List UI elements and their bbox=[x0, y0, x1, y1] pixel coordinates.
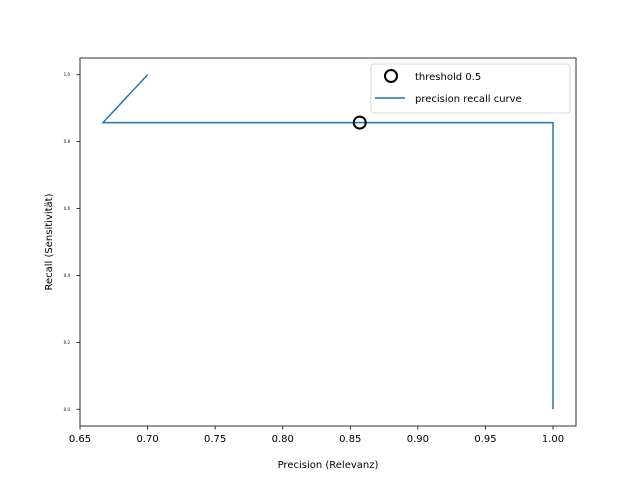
y-tick-label: 0.6 bbox=[64, 206, 71, 211]
y-axis-ticks: 0.0 0.2 0.4 0.6 0.8 1.0 bbox=[64, 72, 80, 412]
legend-threshold-label: threshold 0.5 bbox=[415, 72, 481, 83]
x-axis-label: Precision (Relevanz) bbox=[278, 460, 379, 471]
plot-frame bbox=[79, 57, 577, 427]
y-tick-label: 0.0 bbox=[64, 407, 71, 412]
y-tick-label: 1.0 bbox=[64, 72, 71, 77]
x-tick-label: 0.95 bbox=[474, 434, 496, 445]
x-tick-label: 1.00 bbox=[542, 434, 564, 445]
series-layer bbox=[101, 74, 554, 410]
precision-recall-curve-line bbox=[101, 74, 554, 410]
x-tick-label: 0.70 bbox=[136, 434, 158, 445]
legend-frame bbox=[370, 63, 571, 114]
legend-curve-label: precision recall curve bbox=[415, 94, 522, 105]
y-tick-label: 0.4 bbox=[64, 273, 71, 278]
x-tick-label: 0.80 bbox=[272, 434, 294, 445]
x-tick-label: 0.65 bbox=[69, 434, 91, 445]
legend: threshold 0.5 precision recall curve bbox=[370, 63, 571, 114]
marker-layer bbox=[352, 115, 367, 130]
y-axis-label: Recall (Sensitivität) bbox=[44, 193, 55, 290]
x-tick-label: 0.75 bbox=[204, 434, 226, 445]
x-tick-label: 0.85 bbox=[339, 434, 361, 445]
legend-threshold-marker bbox=[384, 69, 398, 83]
x-tick-label: 0.90 bbox=[407, 434, 429, 445]
threshold-marker bbox=[352, 115, 367, 130]
y-tick-label: 0.8 bbox=[64, 139, 71, 144]
x-axis-ticks: 0.65 0.70 0.75 0.80 0.85 0.90 0.95 1.00 bbox=[69, 426, 564, 445]
y-tick-label: 0.2 bbox=[64, 340, 71, 345]
plot-area bbox=[80, 58, 576, 426]
